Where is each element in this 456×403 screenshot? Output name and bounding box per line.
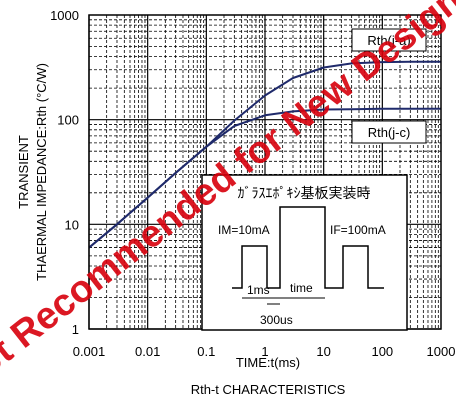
y-tick-label: 10 bbox=[65, 217, 79, 232]
x-tick-label: 0.1 bbox=[197, 344, 215, 359]
pulse-waveform bbox=[232, 206, 384, 289]
x-tick-labels: 0.001 0.01 0.1 1 10 100 1000 bbox=[73, 344, 456, 359]
x-tick-label: 1 bbox=[261, 344, 268, 359]
legend-ja-label: Rth(j-a) bbox=[367, 33, 410, 48]
curves bbox=[88, 60, 441, 249]
y-axis-label-line2: THAERMAL IMPEDANCE:Rth (°C/W) bbox=[34, 63, 49, 281]
inset-ms: 1ms bbox=[247, 283, 270, 297]
x-tick-label: 10 bbox=[316, 344, 330, 359]
legend-ja: Rth(j-a) bbox=[351, 28, 427, 52]
y-tick-label: 100 bbox=[57, 113, 79, 128]
series-line-1 bbox=[88, 107, 441, 249]
inset-title: ｶﾞﾗｽｴﾎﾟｷｼ基板実装時 bbox=[238, 185, 371, 201]
x-tick-label: 1000 bbox=[427, 344, 456, 359]
inset-if: IF=100mA bbox=[330, 223, 386, 237]
legend-jc: Rth(j-c) bbox=[351, 120, 427, 144]
chart-title: Rth-t CHARACTERISTICS bbox=[191, 382, 346, 397]
y-tick-labels: 1 10 100 1000 bbox=[50, 8, 79, 337]
y-tick-label: 1 bbox=[72, 322, 79, 337]
x-tick-label: 0.001 bbox=[73, 344, 106, 359]
inset-im: IM=10mA bbox=[218, 223, 270, 237]
y-axis-label-line1: TRANSIENT bbox=[16, 135, 31, 209]
inset-us: 300us bbox=[260, 313, 293, 327]
inset-time: time bbox=[290, 281, 313, 295]
inset-box: ｶﾞﾗｽｴﾎﾟｷｼ基板実装時 IM=10mA IF=100mA 1ms time… bbox=[201, 174, 408, 331]
x-tick-label: 100 bbox=[371, 344, 393, 359]
x-axis-label: TIME:t(ms) bbox=[236, 355, 300, 370]
y-tick-label: 1000 bbox=[50, 8, 79, 23]
x-tick-label: 0.01 bbox=[135, 344, 160, 359]
legend-jc-label: Rth(j-c) bbox=[368, 125, 411, 140]
